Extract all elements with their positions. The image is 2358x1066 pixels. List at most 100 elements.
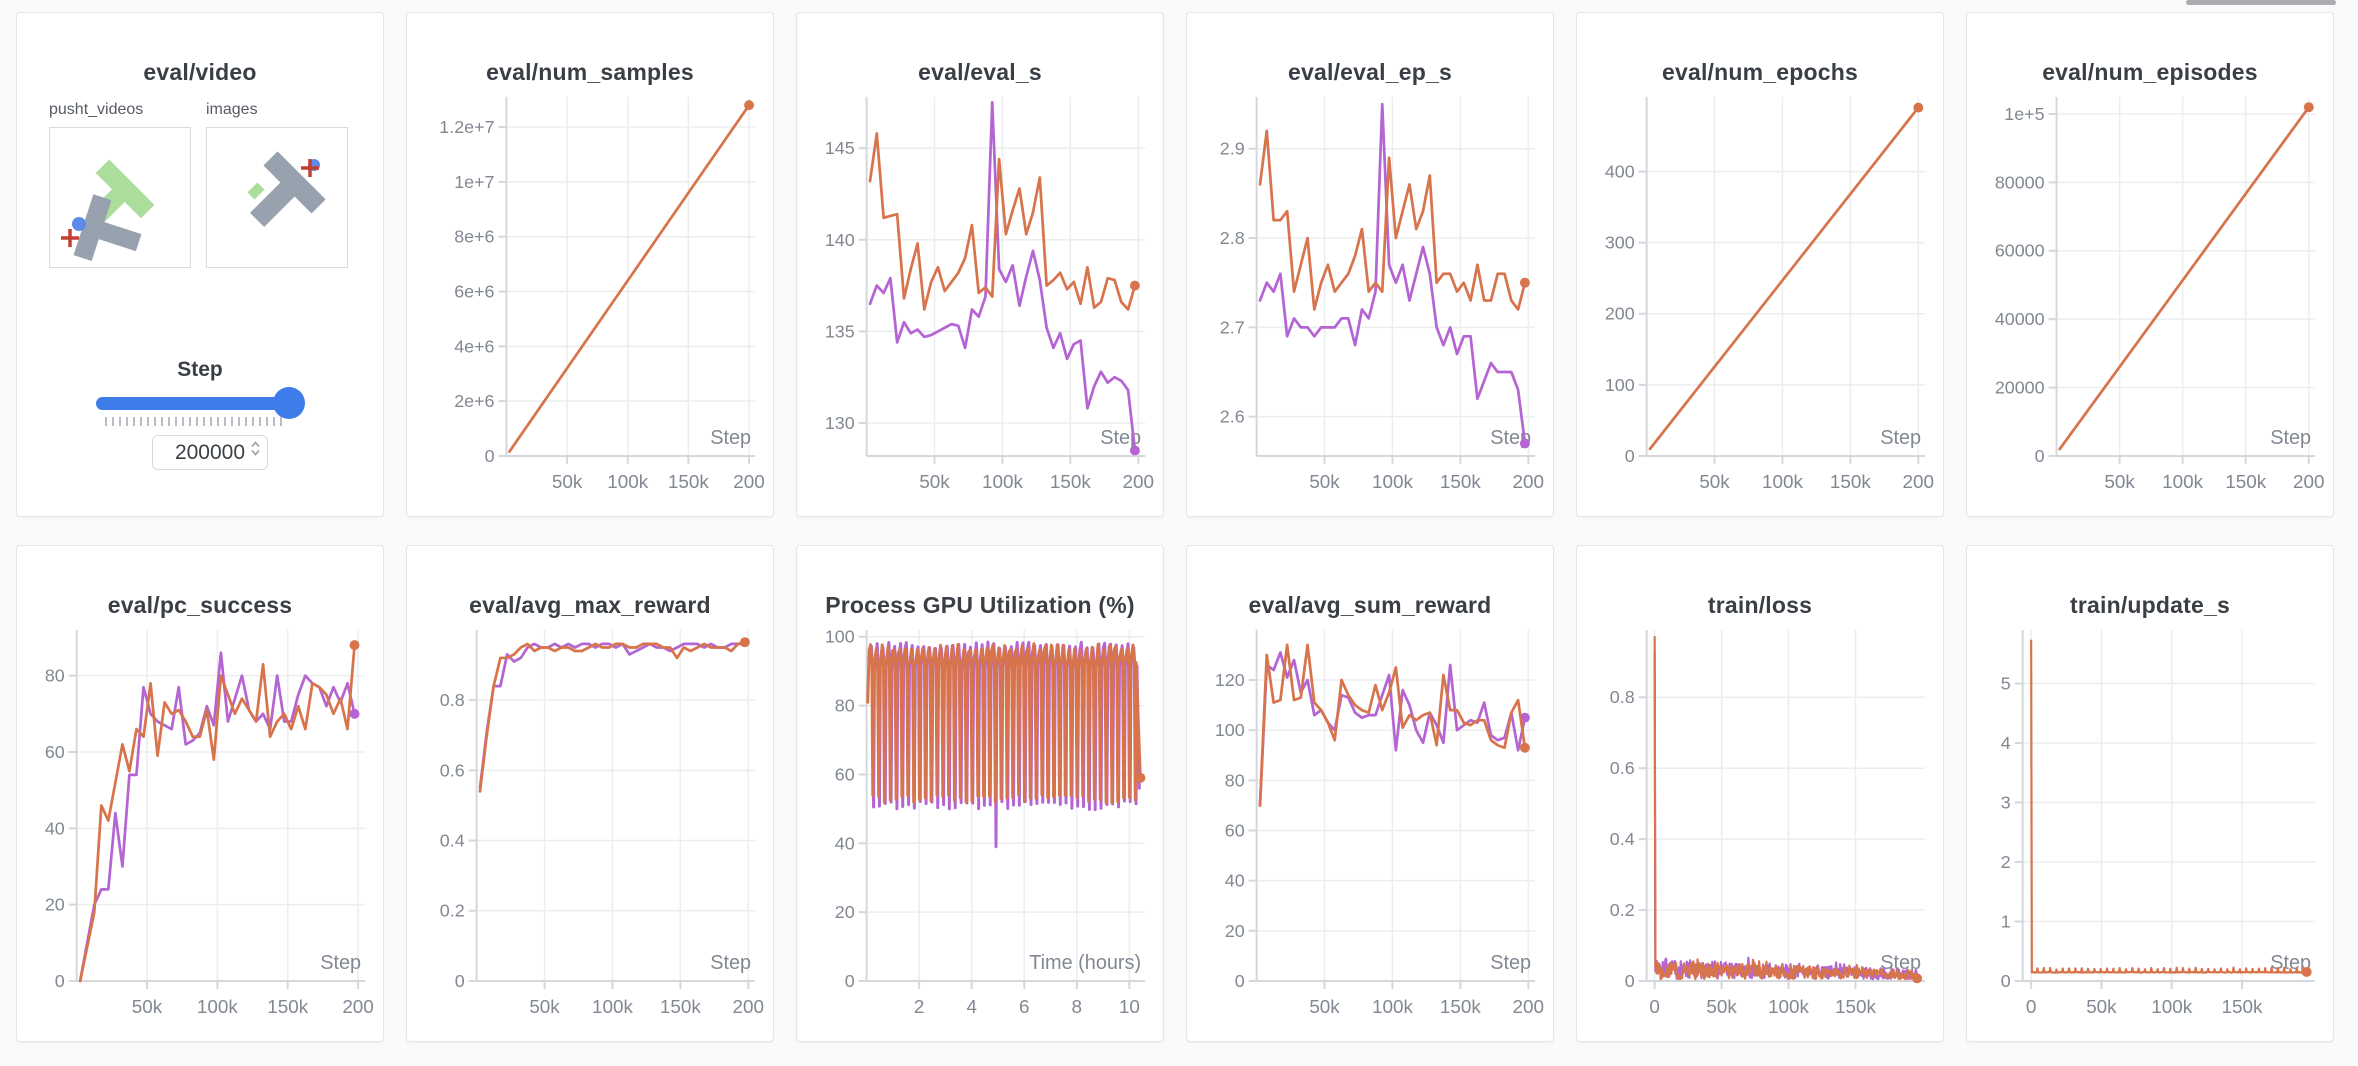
step-slider-label: Step bbox=[177, 358, 223, 381]
tick-labels: 0 2e+6 4e+6 6e+6 8e+6 1e+7 1.2e+7 50k 100k 150k 20… bbox=[439, 117, 764, 493]
svg-text:40000: 40000 bbox=[1995, 309, 2045, 329]
axes bbox=[1638, 96, 1926, 464]
series-endpoint-orange bbox=[739, 637, 750, 648]
svg-text:80: 80 bbox=[1225, 770, 1245, 790]
svg-text:80: 80 bbox=[835, 696, 855, 716]
series-orange bbox=[866, 642, 1142, 805]
tick-labels: 0 0.2 0.4 0.6 0.8 0 50k 100k 150k Step bbox=[1610, 687, 1921, 1018]
svg-text:0: 0 bbox=[2035, 446, 2045, 466]
chart-canvas[interactable]: 0 20000 40000 60000 80000 1e+5 50k 100k 150k 200 S… bbox=[1967, 13, 2333, 516]
step-input[interactable] bbox=[174, 440, 246, 465]
svg-text:8e+6: 8e+6 bbox=[454, 227, 494, 247]
gridlines bbox=[2056, 96, 2316, 456]
svg-text:100: 100 bbox=[1215, 720, 1245, 740]
panel-eval-pc-success: eval/pc_success 0 20 40 60 80 50k 100k 150k 200 S… bbox=[16, 545, 384, 1042]
chart-canvas[interactable]: 0 1 2 3 4 5 0 50k 100k 150k Step bbox=[1967, 546, 2333, 1041]
chart-canvas[interactable]: 130 135 140 145 50k 100k 150k 200 Step bbox=[797, 13, 1163, 516]
svg-text:1e+5: 1e+5 bbox=[2004, 104, 2044, 124]
axes bbox=[498, 96, 756, 464]
series-orange bbox=[2030, 639, 2308, 974]
svg-text:145: 145 bbox=[825, 138, 855, 158]
axes bbox=[1638, 629, 1926, 989]
image-thumbnail[interactable] bbox=[206, 127, 348, 268]
axes bbox=[468, 629, 756, 989]
svg-text:200: 200 bbox=[342, 997, 374, 1018]
axes bbox=[858, 96, 1146, 464]
svg-text:60: 60 bbox=[835, 764, 855, 784]
svg-text:0: 0 bbox=[55, 971, 65, 991]
svg-text:0.8: 0.8 bbox=[1610, 687, 1635, 707]
chart-canvas[interactable]: 0 20 40 60 80 100 120 50k 100k 150k 200 Step bbox=[1187, 546, 1553, 1041]
chart-canvas[interactable]: 0 20 40 60 80 100 2 4 6 8 10 Time (hours) bbox=[797, 546, 1163, 1041]
svg-text:50k: 50k bbox=[529, 997, 560, 1018]
chart-title: eval/avg_max_reward bbox=[469, 592, 711, 618]
panel-process-gpu-utilization: Process GPU Utilization (%) 0 20 40 60 80 100… bbox=[796, 545, 1164, 1042]
x-axis-label: Step bbox=[1880, 427, 1921, 449]
chart-title: eval/avg_sum_reward bbox=[1248, 592, 1492, 618]
chart-canvas[interactable]: 0 0.2 0.4 0.6 0.8 50k 100k 150k 200 Step bbox=[407, 546, 773, 1041]
svg-text:50k: 50k bbox=[2086, 997, 2117, 1018]
chart-title: eval/num_samples bbox=[486, 59, 694, 85]
svg-text:200: 200 bbox=[733, 997, 765, 1018]
svg-text:100k: 100k bbox=[1768, 997, 1809, 1018]
series-endpoint-orange bbox=[1519, 742, 1530, 753]
series-endpoint-purple bbox=[1519, 438, 1530, 449]
pusht-image-frame bbox=[247, 151, 326, 227]
svg-text:10: 10 bbox=[1119, 997, 1140, 1018]
svg-text:100: 100 bbox=[1605, 375, 1635, 395]
series-orange bbox=[478, 640, 747, 793]
svg-text:5: 5 bbox=[2001, 673, 2011, 693]
series-orange bbox=[1648, 106, 1920, 451]
chart-title: train/loss bbox=[1707, 592, 1813, 618]
chart-canvas[interactable]: 0 100 200 300 400 50k 100k 150k 200 Step bbox=[1577, 13, 1943, 516]
svg-text:20000: 20000 bbox=[1995, 378, 2045, 398]
series-orange bbox=[1258, 129, 1527, 311]
tick-labels: 0 100 200 300 400 50k 100k 150k 200 Step bbox=[1605, 162, 1934, 493]
step-input-wrap bbox=[152, 435, 268, 470]
series-orange bbox=[868, 132, 1137, 311]
svg-text:100k: 100k bbox=[1372, 997, 1413, 1018]
step-slider-track[interactable] bbox=[96, 397, 302, 410]
svg-text:1e+7: 1e+7 bbox=[454, 172, 494, 192]
svg-text:50k: 50k bbox=[1309, 997, 1340, 1018]
chart-title: eval/eval_s bbox=[918, 59, 1042, 85]
svg-text:2.8: 2.8 bbox=[1220, 228, 1245, 248]
svg-text:60000: 60000 bbox=[1995, 241, 2045, 261]
chart-canvas[interactable]: 0 20 40 60 80 50k 100k 150k 200 Step bbox=[17, 546, 383, 1041]
stepper-arrows-icon[interactable] bbox=[251, 441, 260, 456]
x-axis-label: Step bbox=[710, 427, 751, 449]
svg-text:8: 8 bbox=[1072, 997, 1082, 1018]
series-endpoint-purple bbox=[1519, 712, 1530, 723]
gridlines bbox=[1646, 96, 1926, 456]
series-orange bbox=[508, 103, 751, 453]
svg-text:100k: 100k bbox=[982, 472, 1023, 493]
series-endpoint-orange bbox=[2301, 966, 2312, 977]
scrollbar-fragment[interactable] bbox=[2186, 0, 2336, 5]
axes bbox=[2048, 96, 2316, 464]
svg-text:150k: 150k bbox=[2225, 472, 2266, 493]
x-axis-label: Step bbox=[710, 952, 751, 974]
chart-canvas[interactable]: 0 2e+6 4e+6 6e+6 8e+6 1e+7 1.2e+7 50k 100k 150k 20… bbox=[407, 13, 773, 516]
svg-text:2: 2 bbox=[914, 997, 925, 1018]
svg-text:150k: 150k bbox=[2222, 997, 2263, 1018]
chart-canvas[interactable]: 0 0.2 0.4 0.6 0.8 0 50k 100k 150k Step bbox=[1577, 546, 1943, 1041]
svg-text:0: 0 bbox=[455, 971, 465, 991]
svg-text:4: 4 bbox=[966, 997, 977, 1018]
series-purple bbox=[1258, 102, 1527, 445]
gridlines bbox=[1256, 629, 1536, 981]
video-thumbnail-pusht[interactable] bbox=[49, 127, 191, 268]
chart-title: Process GPU Utilization (%) bbox=[825, 592, 1135, 618]
panel-train-loss: train/loss 0 0.2 0.4 0.6 0.8 0 50k 100k 150k Step bbox=[1576, 545, 1944, 1042]
svg-text:200: 200 bbox=[733, 472, 765, 493]
svg-text:150k: 150k bbox=[668, 472, 709, 493]
svg-text:0.6: 0.6 bbox=[440, 760, 465, 780]
svg-text:100k: 100k bbox=[607, 472, 648, 493]
step-slider-thumb[interactable] bbox=[273, 387, 305, 419]
svg-text:150k: 150k bbox=[1835, 997, 1876, 1018]
block-t-shape bbox=[250, 151, 326, 227]
pusht-video-frame bbox=[61, 159, 155, 262]
svg-text:0: 0 bbox=[845, 971, 855, 991]
series-orange bbox=[78, 643, 356, 983]
